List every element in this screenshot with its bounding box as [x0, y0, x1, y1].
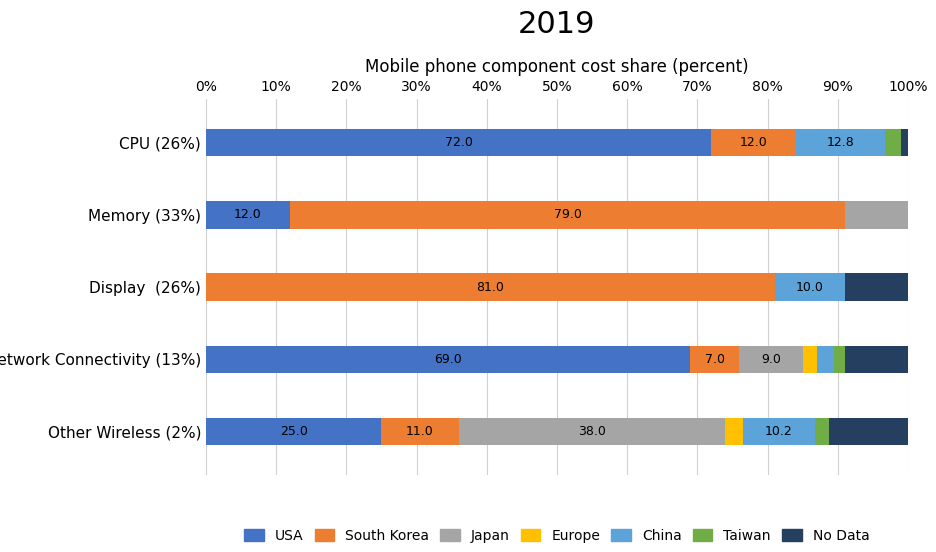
X-axis label: Mobile phone component cost share (percent): Mobile phone component cost share (perce… [365, 58, 749, 76]
Bar [206, 418, 382, 445]
Text: 12.8: 12.8 [826, 136, 855, 149]
Bar [691, 346, 739, 373]
Bar [828, 418, 908, 445]
Bar [725, 418, 743, 445]
Bar [814, 418, 828, 445]
Bar [206, 346, 691, 373]
Bar [711, 129, 796, 156]
Bar [206, 273, 775, 301]
Title: 2019: 2019 [519, 10, 595, 39]
Text: 7.0: 7.0 [705, 353, 724, 366]
Bar [743, 418, 814, 445]
Bar [290, 201, 845, 229]
Bar [885, 129, 901, 156]
Text: 10.0: 10.0 [796, 280, 824, 294]
Text: 79.0: 79.0 [553, 208, 581, 221]
Text: 10.2: 10.2 [765, 425, 793, 438]
Text: 69.0: 69.0 [434, 353, 462, 366]
Legend: USA, South Korea, Japan, Europe, China, Taiwan, No Data: USA, South Korea, Japan, Europe, China, … [244, 529, 870, 543]
Bar [845, 273, 908, 301]
Text: 12.0: 12.0 [739, 136, 768, 149]
Bar [834, 346, 845, 373]
Bar [206, 129, 711, 156]
Bar [382, 418, 459, 445]
Bar [915, 201, 936, 229]
Bar [796, 129, 885, 156]
Bar [803, 346, 816, 373]
Text: 9.0: 9.0 [761, 353, 781, 366]
Text: 25.0: 25.0 [280, 425, 308, 438]
Bar [739, 346, 802, 373]
Text: 12.0: 12.0 [234, 208, 262, 221]
Text: 81.0: 81.0 [476, 280, 505, 294]
Bar [816, 346, 834, 373]
Bar [459, 418, 725, 445]
Text: 11.0: 11.0 [406, 425, 434, 438]
Bar [845, 201, 915, 229]
Bar [775, 273, 845, 301]
Bar [845, 346, 908, 373]
Text: 72.0: 72.0 [445, 136, 473, 149]
Bar [900, 129, 908, 156]
Text: 38.0: 38.0 [578, 425, 606, 438]
Bar [206, 201, 290, 229]
